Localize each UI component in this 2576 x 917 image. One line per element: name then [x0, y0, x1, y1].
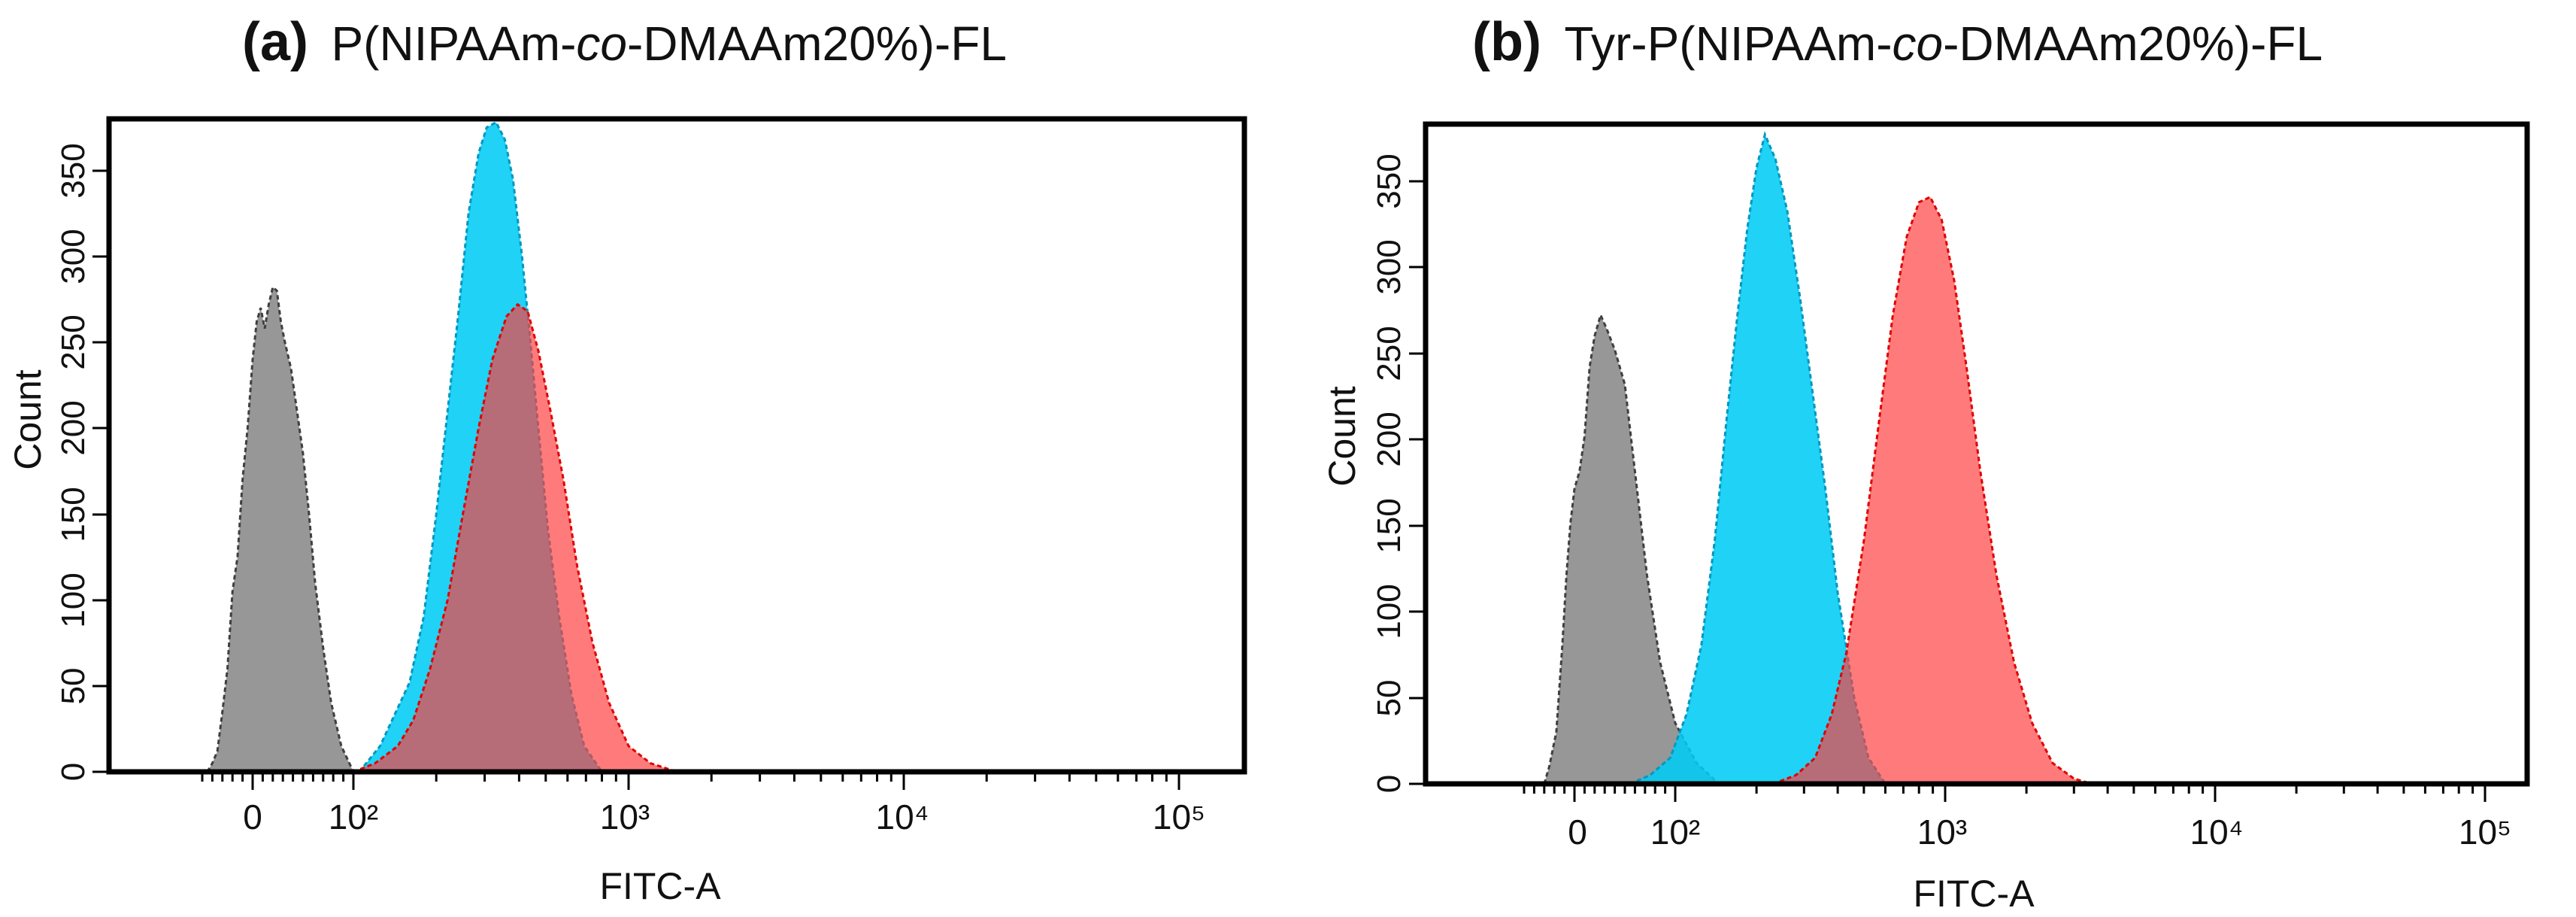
- panel-a-xlabel: FITC-A: [599, 865, 721, 907]
- panel-a-ytick-label-350: 350: [55, 143, 92, 198]
- panel-b-ytick-label-0: 0: [1371, 775, 1408, 793]
- panel-b-title-pre: Tyr-P(NIPAAm-: [1564, 17, 1892, 71]
- panel-b-xtick-label-1e3: 10³: [1917, 812, 1967, 852]
- panel-a-ytick-label-50: 50: [55, 668, 92, 705]
- panel-b-xtick-label-1e2: 10²: [1650, 812, 1700, 852]
- panel-b-xtick-labels: 0 10² 10³ 10⁴ 10⁵: [1568, 812, 2511, 852]
- panel-b-ytick-label-250: 250: [1371, 326, 1408, 381]
- panel-a-ytick-label-100: 100: [55, 572, 92, 627]
- panel-b-xtick-label-1e5: 10⁵: [2459, 812, 2511, 852]
- panel-a-xtick-labels: 0 10² 10³ 10⁴ 10⁵: [243, 797, 1205, 837]
- panel-b-ylabel: Count: [1321, 386, 1363, 487]
- panel-b-ytick-label-300: 300: [1371, 239, 1408, 294]
- panel-a-y-ticks: [92, 169, 111, 773]
- panel-a-xtick-label-1e3: 10³: [600, 797, 650, 837]
- panel-b-series-gray-histogram: [1542, 311, 1722, 785]
- panel-a-letter: (a): [242, 12, 308, 72]
- panel-b-series: [1542, 131, 2093, 785]
- panel-b-xtick-label-0: 0: [1568, 812, 1587, 852]
- panel-b-plot-frame: [1423, 121, 2530, 787]
- panel-a-ytick-label-200: 200: [55, 400, 92, 455]
- panel-a: (a) P(NIPAAm-co-DMAAm20%)-FL Count FITC-…: [7, 12, 1247, 907]
- panel-b-ytick-label-150: 150: [1371, 498, 1408, 553]
- panel-a-title-post: -DMAAm20%)-FL: [627, 17, 1007, 71]
- panel-a-series-gray-histogram: [205, 285, 356, 773]
- panel-b-letter: (b): [1472, 12, 1541, 72]
- panel-a-title: (a) P(NIPAAm-co-DMAAm20%)-FL: [242, 12, 1007, 72]
- panel-a-series: [205, 120, 677, 773]
- panel-a-plot-frame: [106, 116, 1247, 775]
- panel-b-x-ticks: [1523, 786, 2487, 802]
- panel-b: (b) Tyr-P(NIPAAm-co-DMAAm20%)-FL Count F…: [1321, 12, 2530, 915]
- panel-b-xlabel: FITC-A: [1913, 873, 2035, 915]
- panel-a-title-pre: P(NIPAAm-: [331, 17, 576, 71]
- panel-a-ytick-label-250: 250: [55, 314, 92, 369]
- panel-b-series-red-histogram: [1772, 195, 2093, 785]
- panel-b-ytick-label-350: 350: [1371, 153, 1408, 208]
- panel-a-x-ticks: [201, 774, 1180, 790]
- panel-a-ytick-labels: 0 50 100 150 200 250 300 350: [55, 143, 92, 781]
- panel-b-series-cyan-histogram: [1629, 131, 1888, 785]
- panel-a-xtick-label-1e2: 10²: [329, 797, 378, 837]
- panel-b-ytick-label-50: 50: [1371, 680, 1408, 717]
- panel-a-ylabel: Count: [7, 369, 49, 470]
- panel-a-ytick-label-150: 150: [55, 487, 92, 542]
- panel-b-y-ticks: [1409, 180, 1428, 785]
- panel-a-ytick-label-300: 300: [55, 229, 92, 284]
- panel-a-ytick-label-0: 0: [55, 763, 92, 781]
- panel-b-title: (b) Tyr-P(NIPAAm-co-DMAAm20%)-FL: [1472, 12, 2323, 72]
- panel-b-ytick-label-100: 100: [1371, 584, 1408, 639]
- panel-a-xtick-label-0: 0: [243, 797, 262, 837]
- panel-b-title-post: -DMAAm20%)-FL: [1943, 17, 2323, 71]
- panel-b-xtick-label-1e4: 10⁴: [2190, 812, 2244, 852]
- panel-a-series-red-histogram: [353, 302, 677, 773]
- panel-b-ytick-label-200: 200: [1371, 411, 1408, 466]
- panel-b-ytick-labels: 0 50 100 150 200 250 300 350: [1371, 153, 1408, 793]
- panel-b-title-italic: co: [1893, 17, 1944, 71]
- panel-a-title-italic: co: [576, 17, 627, 71]
- panel-a-xtick-label-1e5: 10⁵: [1153, 797, 1205, 837]
- panel-a-xtick-label-1e4: 10⁴: [876, 797, 929, 837]
